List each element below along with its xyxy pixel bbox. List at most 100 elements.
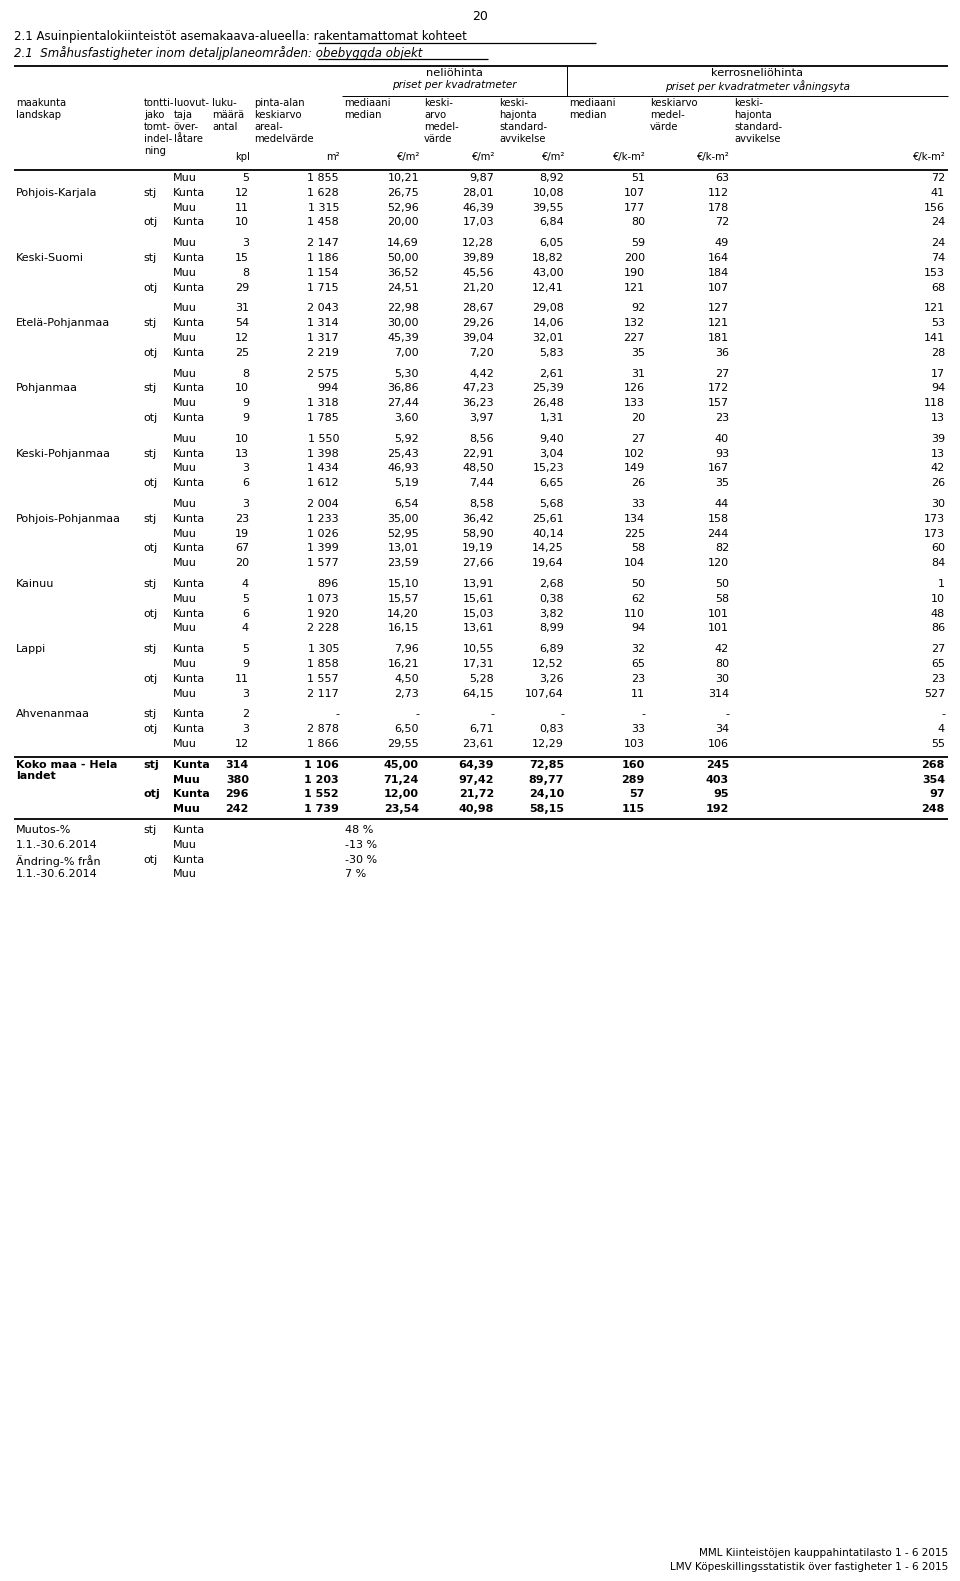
Text: Keski-Suomi: Keski-Suomi — [16, 253, 84, 262]
Text: -: - — [560, 710, 564, 719]
Text: 1 399: 1 399 — [307, 544, 339, 553]
Text: 156: 156 — [924, 202, 945, 212]
Text: 5: 5 — [242, 643, 249, 655]
Text: 15: 15 — [235, 253, 249, 262]
Text: 2 147: 2 147 — [307, 239, 339, 248]
Text: 134: 134 — [624, 514, 645, 523]
Text: 59: 59 — [631, 239, 645, 248]
Text: 33: 33 — [631, 500, 645, 509]
Text: 64,39: 64,39 — [459, 760, 494, 770]
Text: 10: 10 — [235, 433, 249, 444]
Text: 4: 4 — [242, 623, 249, 634]
Text: 23,61: 23,61 — [463, 738, 494, 749]
Text: 164: 164 — [708, 253, 729, 262]
Text: 23: 23 — [715, 413, 729, 424]
Text: 49: 49 — [715, 239, 729, 248]
Text: 1 557: 1 557 — [307, 674, 339, 685]
Text: 3,97: 3,97 — [469, 413, 494, 424]
Text: 13: 13 — [931, 413, 945, 424]
Text: 8: 8 — [242, 267, 249, 278]
Text: 28,67: 28,67 — [462, 304, 494, 313]
Text: 3: 3 — [242, 689, 249, 699]
Text: 1 434: 1 434 — [307, 463, 339, 473]
Text: 12,28: 12,28 — [462, 239, 494, 248]
Text: 11: 11 — [631, 689, 645, 699]
Text: 19: 19 — [235, 528, 249, 539]
Text: 1 317: 1 317 — [307, 334, 339, 343]
Text: 26: 26 — [631, 477, 645, 489]
Text: 23: 23 — [631, 674, 645, 685]
Text: 17: 17 — [931, 368, 945, 378]
Text: 7,96: 7,96 — [395, 643, 419, 655]
Text: 227: 227 — [624, 334, 645, 343]
Text: stj: stj — [143, 825, 156, 835]
Text: 14,20: 14,20 — [387, 609, 419, 618]
Text: 4,42: 4,42 — [469, 368, 494, 378]
Text: 25,61: 25,61 — [533, 514, 564, 523]
Text: 95: 95 — [713, 789, 729, 800]
Text: Kunta: Kunta — [173, 348, 205, 357]
Text: 42: 42 — [931, 463, 945, 473]
Text: MML Kiinteistöjen kauppahintatilasto 1 - 6 2015: MML Kiinteistöjen kauppahintatilasto 1 -… — [699, 1548, 948, 1557]
Text: 10,08: 10,08 — [533, 188, 564, 198]
Text: 106: 106 — [708, 738, 729, 749]
Text: 190: 190 — [624, 267, 645, 278]
Text: 6,65: 6,65 — [540, 477, 564, 489]
Text: Muu: Muu — [173, 738, 197, 749]
Text: 354: 354 — [922, 775, 945, 784]
Text: 289: 289 — [622, 775, 645, 784]
Text: Muu: Muu — [173, 267, 197, 278]
Text: 101: 101 — [708, 609, 729, 618]
Text: 10: 10 — [235, 384, 249, 394]
Text: 24,51: 24,51 — [387, 283, 419, 292]
Text: -: - — [941, 710, 945, 719]
Text: 1 628: 1 628 — [307, 188, 339, 198]
Text: 41: 41 — [931, 188, 945, 198]
Text: 177: 177 — [624, 202, 645, 212]
Text: 48: 48 — [931, 609, 945, 618]
Text: 58,15: 58,15 — [529, 805, 564, 814]
Text: Muutos-%: Muutos-% — [16, 825, 71, 835]
Text: 40,14: 40,14 — [532, 528, 564, 539]
Text: 27: 27 — [715, 368, 729, 378]
Text: 51: 51 — [631, 172, 645, 183]
Text: 118: 118 — [924, 398, 945, 408]
Text: 3: 3 — [242, 724, 249, 734]
Text: luovut-
taja
över-
låtare: luovut- taja över- låtare — [174, 98, 209, 144]
Text: 1,31: 1,31 — [540, 413, 564, 424]
Text: 158: 158 — [708, 514, 729, 523]
Text: stj: stj — [143, 449, 156, 458]
Text: -: - — [415, 710, 419, 719]
Text: 47,23: 47,23 — [462, 384, 494, 394]
Text: 1 458: 1 458 — [307, 218, 339, 228]
Text: 8: 8 — [242, 368, 249, 378]
Text: stj: stj — [143, 253, 156, 262]
Text: 13,61: 13,61 — [463, 623, 494, 634]
Text: Muu: Muu — [173, 463, 197, 473]
Text: 110: 110 — [624, 609, 645, 618]
Text: 35: 35 — [715, 477, 729, 489]
Text: 15,61: 15,61 — [463, 594, 494, 604]
Text: Muu: Muu — [173, 368, 197, 378]
Text: 30,00: 30,00 — [388, 318, 419, 329]
Text: 1 315: 1 315 — [307, 202, 339, 212]
Text: -13 %: -13 % — [345, 840, 377, 851]
Text: 181: 181 — [708, 334, 729, 343]
Text: 107,64: 107,64 — [525, 689, 564, 699]
Text: Muu: Muu — [173, 594, 197, 604]
Text: 29,26: 29,26 — [462, 318, 494, 329]
Text: 132: 132 — [624, 318, 645, 329]
Text: 1 186: 1 186 — [307, 253, 339, 262]
Text: 11: 11 — [235, 674, 249, 685]
Text: Muu: Muu — [173, 528, 197, 539]
Text: Muu: Muu — [173, 659, 197, 669]
Text: 296: 296 — [226, 789, 249, 800]
Text: 6,89: 6,89 — [540, 643, 564, 655]
Text: keskiarvo
medel-
värde: keskiarvo medel- värde — [650, 98, 698, 131]
Text: pinta-alan
keskiarvo
areal-
medelvärde: pinta-alan keskiarvo areal- medelvärde — [254, 98, 314, 144]
Text: 65: 65 — [631, 659, 645, 669]
Text: 44: 44 — [715, 500, 729, 509]
Text: 19,19: 19,19 — [463, 544, 494, 553]
Text: 103: 103 — [624, 738, 645, 749]
Text: 36,52: 36,52 — [388, 267, 419, 278]
